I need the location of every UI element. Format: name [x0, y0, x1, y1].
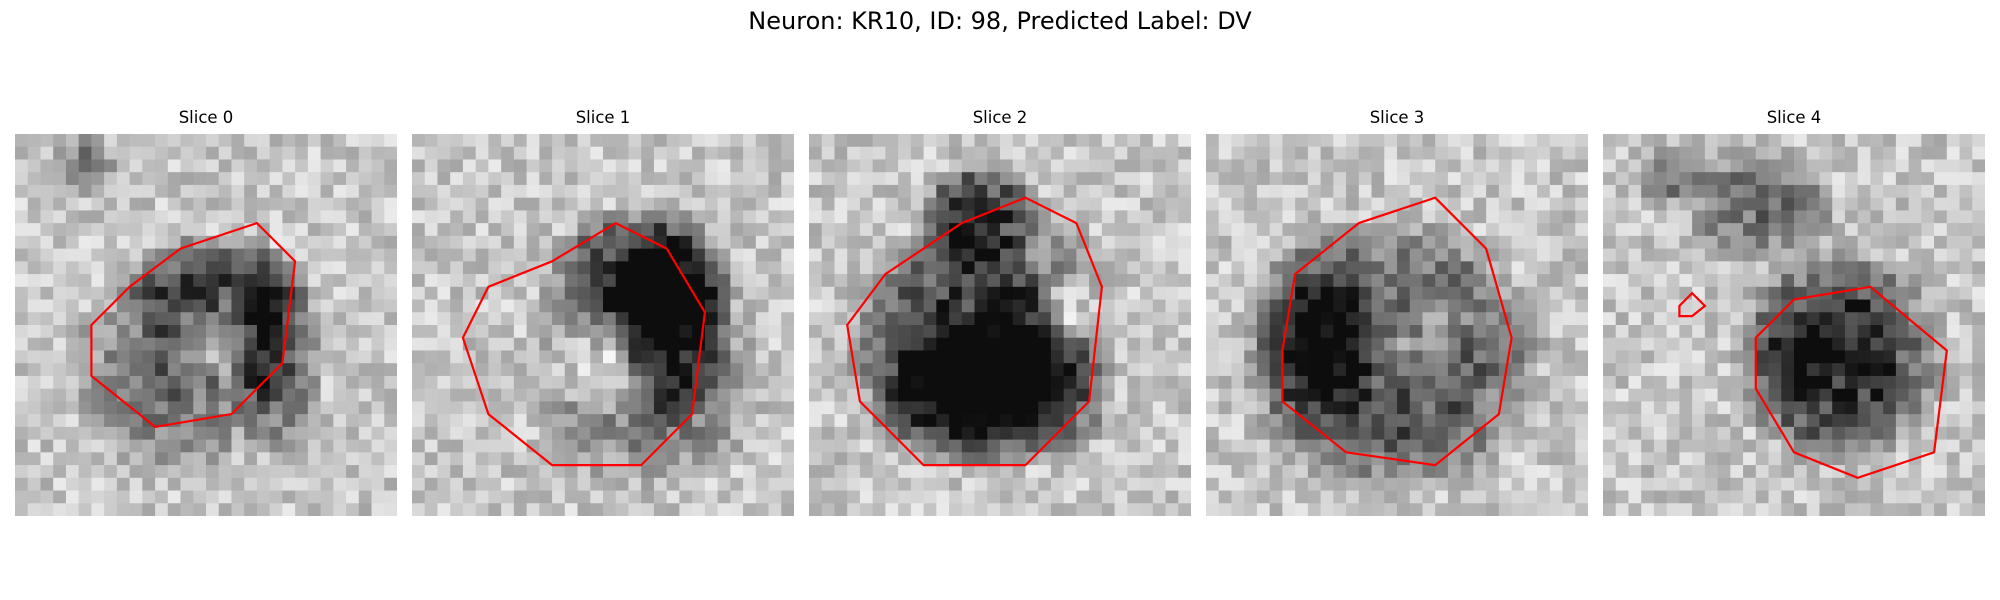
slice-panel-0: Slice 0 — [15, 108, 397, 520]
slice-panel-3: Slice 3 — [1206, 108, 1588, 520]
slice-title: Slice 2 — [972, 108, 1028, 127]
slice-image-3 — [1206, 134, 1588, 516]
cell-contour — [1281, 196, 1513, 467]
cell-contour — [846, 196, 1103, 467]
slice-title: Slice 3 — [1369, 108, 1425, 127]
slice-image-1 — [412, 134, 794, 516]
cell-contour — [461, 221, 706, 467]
slice-title: Slice 4 — [1766, 108, 1822, 127]
slice-panel-1: Slice 1 — [412, 108, 794, 520]
cell-contour — [1754, 285, 1948, 479]
small-contour — [1678, 291, 1707, 318]
slice-image-0 — [15, 134, 397, 516]
figure-title: Neuron: KR10, ID: 98, Predicted Label: D… — [748, 7, 1252, 35]
cell-contour — [90, 221, 297, 428]
slice-panel-4: Slice 4 — [1603, 108, 1985, 520]
slice-image-4 — [1603, 134, 1985, 516]
slice-title: Slice 0 — [178, 108, 234, 127]
slice-image-2 — [809, 134, 1191, 516]
slice-panel-2: Slice 2 — [809, 108, 1191, 520]
slice-title: Slice 1 — [575, 108, 631, 127]
